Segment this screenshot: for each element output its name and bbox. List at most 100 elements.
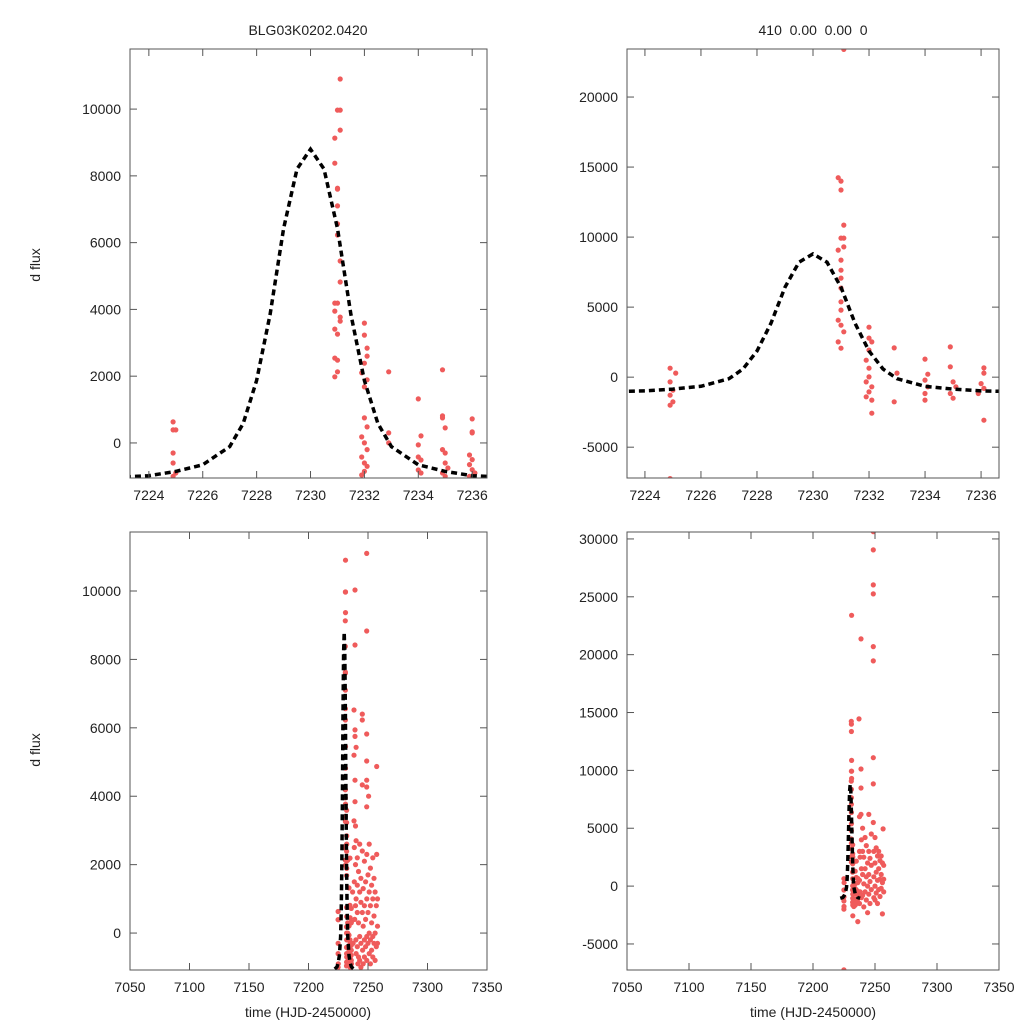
data-point	[373, 889, 378, 894]
data-point	[857, 901, 862, 906]
data-point	[470, 416, 475, 421]
y-tick-label: 8000	[90, 651, 121, 667]
y-tick-label: 8000	[90, 168, 121, 184]
data-point	[922, 378, 927, 383]
data-point	[874, 440, 879, 445]
data-point	[849, 758, 854, 763]
data-point	[867, 879, 872, 884]
data-point	[685, 450, 690, 455]
data-point	[864, 379, 869, 384]
data-point	[369, 883, 374, 888]
data-point	[362, 903, 367, 908]
data-point	[838, 308, 843, 313]
data-point	[343, 589, 348, 594]
data-point	[375, 896, 380, 901]
data-point	[577, 407, 582, 412]
data-point	[841, 244, 846, 249]
data-point	[865, 910, 870, 915]
y-tick-label: -5000	[582, 439, 618, 455]
data-point	[881, 889, 886, 894]
data-point	[369, 920, 374, 925]
data-point	[363, 917, 368, 922]
data-point	[871, 582, 876, 587]
data-point	[948, 364, 953, 369]
y-tick-label: 6000	[90, 720, 121, 736]
ylabel-bottom: d flux	[27, 733, 43, 766]
data-point	[838, 323, 843, 328]
data-point	[362, 415, 367, 420]
data-point	[418, 470, 423, 475]
data-point	[352, 845, 357, 850]
data-point	[443, 425, 448, 430]
data-point	[1008, 400, 1013, 405]
data-point	[836, 339, 841, 344]
data-point	[352, 727, 357, 732]
data-point	[365, 447, 370, 452]
data-point	[365, 910, 370, 915]
data-point	[365, 464, 370, 469]
data-point	[861, 855, 866, 860]
data-point	[171, 419, 176, 424]
data-point	[374, 764, 379, 769]
data-point	[849, 722, 854, 727]
data-point	[875, 901, 880, 906]
data-point	[360, 910, 365, 915]
data-point	[872, 860, 877, 865]
data-point	[766, 414, 771, 419]
data-point	[440, 415, 445, 420]
axes-frame	[627, 49, 999, 478]
data-point	[577, 259, 582, 264]
data-point	[951, 396, 956, 401]
data-point	[841, 907, 846, 912]
data-point	[866, 325, 871, 330]
data-point	[739, 470, 744, 475]
data-point	[718, 360, 723, 365]
data-point	[841, 223, 846, 228]
y-tick-label: 4000	[90, 301, 121, 317]
data-point	[871, 781, 876, 786]
data-point	[366, 794, 371, 799]
data-point	[901, 470, 906, 475]
data-point	[418, 433, 423, 438]
data-point	[332, 327, 337, 332]
data-point	[658, 400, 663, 405]
data-point	[867, 856, 872, 861]
x-tick-label: 7250	[352, 979, 383, 995]
data-point	[817, 317, 822, 322]
data-point	[386, 369, 391, 374]
x-tick-label: 7100	[174, 979, 205, 995]
plot-area	[95, 70, 1024, 479]
data-point	[1021, 396, 1024, 401]
x-tick-label: 7236	[965, 487, 996, 503]
data-point	[360, 717, 365, 722]
data-point	[881, 877, 886, 882]
data-point	[371, 876, 376, 881]
data-point	[359, 454, 364, 459]
data-point	[352, 587, 357, 592]
data-point	[364, 731, 369, 736]
data-point	[838, 268, 843, 273]
data-point	[368, 903, 373, 908]
data-point	[362, 440, 367, 445]
data-point	[338, 319, 343, 324]
data-point	[869, 398, 874, 403]
x-tick-label: 7350	[471, 979, 502, 995]
data-point	[529, 267, 534, 272]
data-point	[510, 450, 515, 455]
data-point	[553, 312, 558, 317]
data-point	[173, 427, 178, 432]
x-tick-label: 7224	[629, 487, 660, 503]
data-point	[855, 919, 860, 924]
data-point	[335, 358, 340, 363]
data-point	[373, 958, 378, 963]
data-point	[416, 396, 421, 401]
data-point	[879, 853, 884, 858]
data-point	[572, 447, 577, 452]
data-point	[338, 76, 343, 81]
data-point	[673, 371, 678, 376]
y-tick-label: 30000	[579, 531, 618, 547]
data-point	[820, 444, 825, 449]
data-point	[838, 299, 843, 304]
data-point	[335, 369, 340, 374]
x-tick-label: 7300	[412, 979, 443, 995]
